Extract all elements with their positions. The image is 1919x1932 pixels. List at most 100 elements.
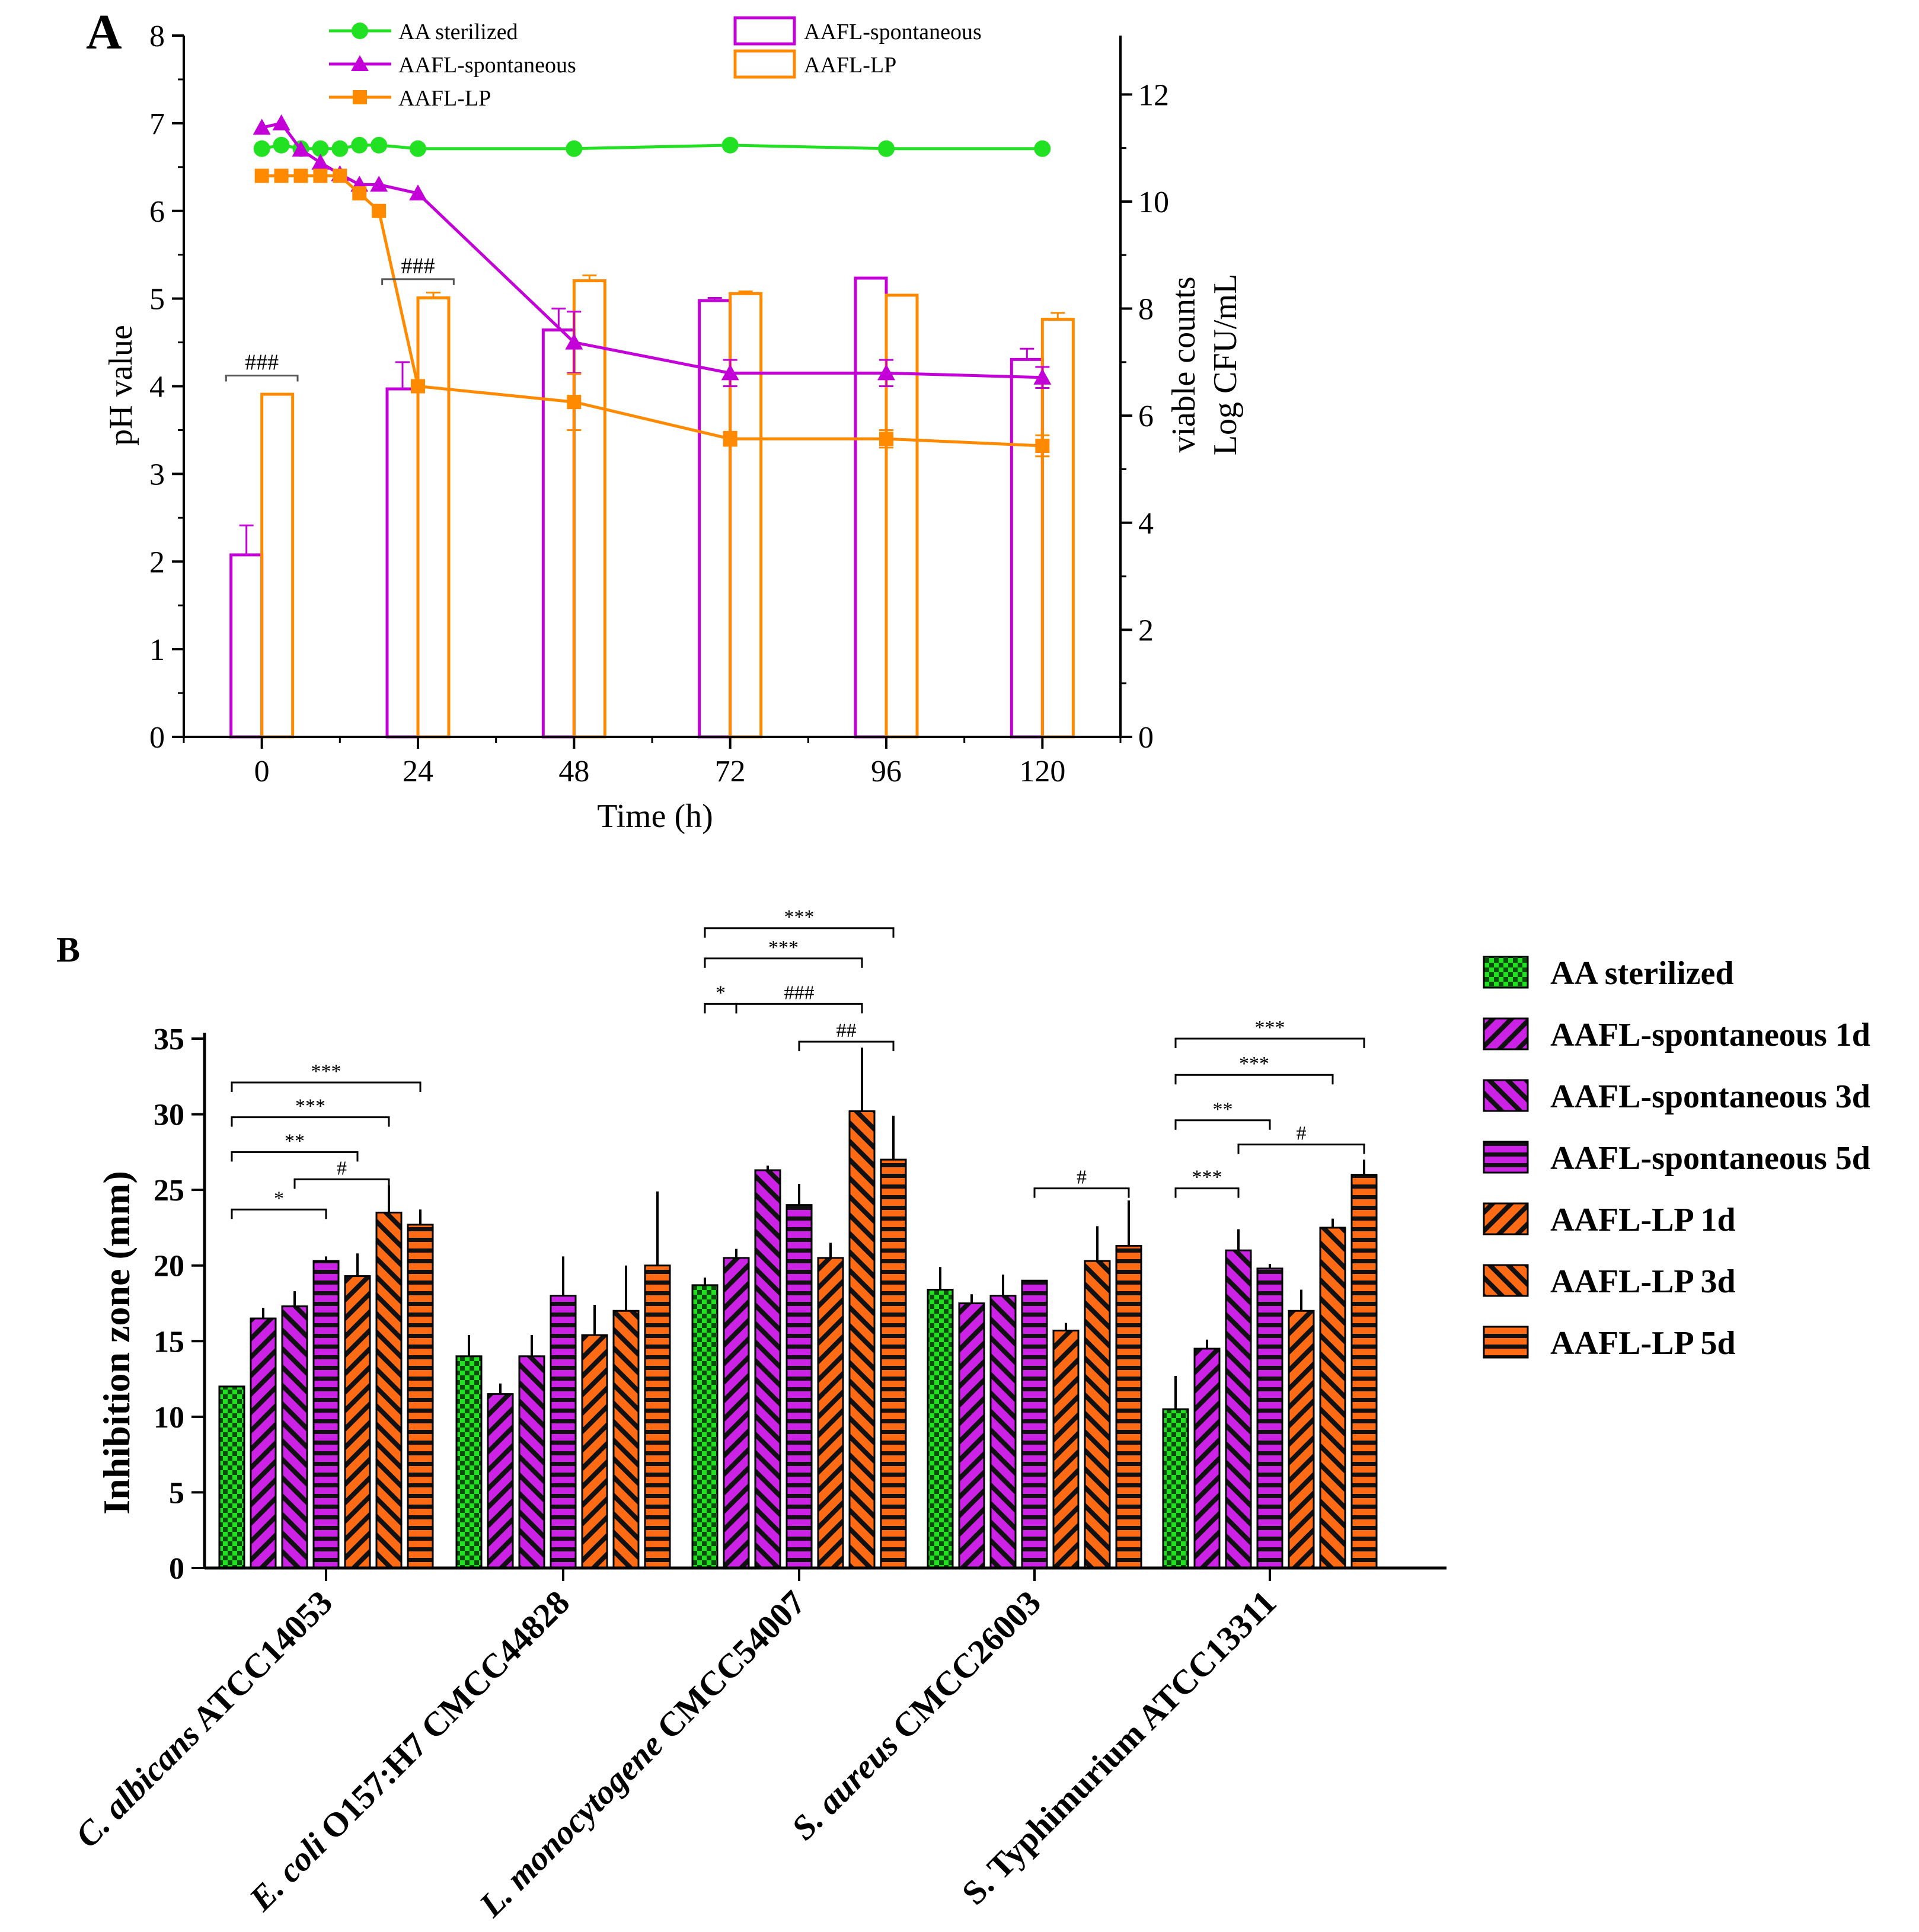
significance-bracket bbox=[1174, 1119, 1271, 1130]
category-label-rest: ATCC14053 bbox=[180, 1583, 340, 1743]
point-AAFL-LP bbox=[567, 395, 582, 410]
right-tick-label: 12 bbox=[1138, 78, 1169, 112]
panel-a-annotations: ### ### bbox=[225, 254, 455, 382]
significance-bracket bbox=[293, 1178, 390, 1189]
bar-AAFL-spontaneous-48 bbox=[541, 328, 576, 739]
panel-a-legend: AA sterilized AAFL-spontaneous AAFL-LP AAFL… bbox=[329, 16, 982, 111]
significance-bracket bbox=[1174, 1187, 1240, 1198]
bar-AAFL-LP 3d-3 bbox=[1084, 1260, 1111, 1569]
bar-AAFL-spontaneous 1d-2 bbox=[723, 1257, 750, 1569]
bar-AAFL-LP 1d-0 bbox=[344, 1275, 371, 1569]
legend-swatch-AAFL-LP 5d bbox=[1483, 1326, 1529, 1359]
significance-bracket bbox=[231, 1151, 359, 1162]
significance-bracket bbox=[704, 1002, 737, 1014]
bar-AAFL-spontaneous 3d-1 bbox=[518, 1355, 545, 1569]
bar-AAFL-spontaneous-96 bbox=[854, 276, 888, 739]
annotation-label: ### bbox=[401, 254, 435, 279]
bar-AAFL-LP 3d-2 bbox=[848, 1110, 876, 1569]
legend-label: AAFL-spontaneous bbox=[398, 53, 576, 78]
legend-swatch-AAFL-spontaneous 5d bbox=[1483, 1141, 1529, 1174]
bar-AA sterilized-2 bbox=[691, 1284, 719, 1569]
significance-label: *** bbox=[784, 906, 815, 928]
point-AAFL-LP bbox=[352, 186, 367, 201]
significance-bracket bbox=[798, 1040, 895, 1052]
point-AAFL-spontaneous bbox=[292, 140, 310, 157]
legend-label: AAFL-spontaneous 5d bbox=[1550, 1140, 1870, 1177]
point-AAFL-spontaneous bbox=[370, 175, 388, 192]
bar-AAFL-LP-24 bbox=[416, 296, 451, 739]
bar-AAFL-spontaneous 1d-3 bbox=[958, 1302, 985, 1569]
legend-label: AA sterilized bbox=[398, 20, 518, 44]
right-tick-label: 0 bbox=[1138, 721, 1154, 755]
legend-label: AAFL-LP bbox=[804, 53, 896, 78]
bar-AAFL-LP 1d-4 bbox=[1288, 1310, 1315, 1569]
point-AAFL-LP bbox=[293, 168, 308, 183]
legend-swatch-AAFL-LP 3d bbox=[1483, 1264, 1529, 1297]
bar-AAFL-LP-96 bbox=[885, 293, 919, 739]
bar-AAFL-spontaneous-24 bbox=[385, 387, 420, 739]
annotation-bracket bbox=[381, 278, 455, 285]
legend-swatch-AAFL-LP 1d bbox=[1483, 1202, 1529, 1235]
significance-bracket bbox=[1237, 1144, 1365, 1154]
bar-AAFL-LP-0 bbox=[260, 392, 295, 739]
bar-AAFL-spontaneous 1d-4 bbox=[1193, 1347, 1221, 1569]
bar-AAFL-LP 1d-1 bbox=[581, 1334, 608, 1569]
legend-label: AAFL-spontaneous bbox=[804, 20, 982, 44]
significance-bracket bbox=[704, 957, 863, 968]
panel-b-significance: *********#* #####******# *****#****** bbox=[231, 906, 1365, 1219]
point-AAFL-LP bbox=[879, 432, 893, 446]
left-tick-label: 1 bbox=[149, 633, 165, 667]
bar-AAFL-LP 5d-4 bbox=[1350, 1174, 1378, 1569]
legend-swatch-AAFL-spontaneous 3d bbox=[1483, 1079, 1529, 1112]
panel-a-right-axis-label-2: Log CFU/mL bbox=[1207, 274, 1244, 455]
significance-label: ## bbox=[836, 1020, 857, 1042]
y-tick-label: 10 bbox=[154, 1401, 184, 1435]
bar-AAFL-LP 3d-1 bbox=[612, 1310, 640, 1569]
bar-AAFL-spontaneous-120 bbox=[1010, 357, 1044, 739]
right-tick-label: 6 bbox=[1138, 400, 1154, 433]
bar-AAFL-spontaneous 3d-2 bbox=[754, 1169, 781, 1569]
bar-AAFL-LP 5d-1 bbox=[644, 1264, 671, 1569]
right-tick-label: 4 bbox=[1138, 507, 1154, 541]
point-AA sterilized bbox=[1034, 140, 1051, 157]
bar-AAFL-spontaneous 5d-3 bbox=[1021, 1279, 1048, 1569]
panel-b-legend: AA sterilized AAFL-spontaneous 1d AAFL-spo… bbox=[1483, 955, 1870, 1362]
legend-label: AAFL-LP bbox=[398, 86, 491, 111]
legend-label: AAFL-LP 1d bbox=[1550, 1202, 1736, 1238]
panel-b: B *********#* #####******# *****#****** 05… bbox=[56, 906, 1870, 1925]
significance-label: # bbox=[1297, 1123, 1307, 1145]
point-AA sterilized bbox=[331, 140, 349, 157]
y-tick-label: 35 bbox=[154, 1023, 184, 1056]
left-tick-label: 8 bbox=[149, 20, 165, 53]
y-tick-label: 15 bbox=[154, 1325, 184, 1359]
significance-label: # bbox=[337, 1157, 347, 1179]
point-AAFL-LP bbox=[1035, 439, 1050, 454]
significance-label: ### bbox=[784, 982, 815, 1004]
category-label-rest: CMCC54007 bbox=[643, 1583, 813, 1752]
category-label-0: C. albicans ATCC14053 bbox=[68, 1583, 340, 1855]
panel-a-bars bbox=[229, 274, 1075, 739]
panel-a-lines bbox=[253, 114, 1052, 458]
point-AA sterilized bbox=[312, 140, 329, 157]
legend-box-AAFL-LP bbox=[733, 49, 796, 79]
significance-label: *** bbox=[768, 937, 799, 959]
point-AAFL-spontaneous bbox=[253, 119, 271, 135]
point-AAFL-LP bbox=[274, 168, 289, 183]
point-AAFL-LP bbox=[411, 379, 425, 394]
series-line-AAFL-spontaneous bbox=[261, 122, 1043, 379]
point-AA sterilized bbox=[410, 140, 426, 157]
bar-AAFL-spontaneous 3d-0 bbox=[281, 1305, 308, 1569]
category-label-italic: L. monocytogene bbox=[471, 1726, 670, 1925]
bar-AAFL-LP 1d-2 bbox=[817, 1257, 844, 1569]
y-tick-label: 20 bbox=[154, 1250, 184, 1283]
bar-AAFL-spontaneous-72 bbox=[698, 299, 732, 739]
x-tick-label: 24 bbox=[403, 755, 433, 788]
bar-AAFL-LP 5d-0 bbox=[407, 1224, 434, 1569]
legend-label: AAFL-LP 3d bbox=[1550, 1263, 1736, 1300]
bar-AA sterilized-0 bbox=[218, 1385, 245, 1569]
right-tick-label: 2 bbox=[1138, 614, 1154, 647]
x-tick-label: 72 bbox=[715, 755, 746, 788]
panel-a-label: A bbox=[86, 5, 122, 60]
x-tick-label: 120 bbox=[1019, 755, 1065, 788]
legend-label: AAFL-spontaneous 1d bbox=[1550, 1017, 1870, 1053]
